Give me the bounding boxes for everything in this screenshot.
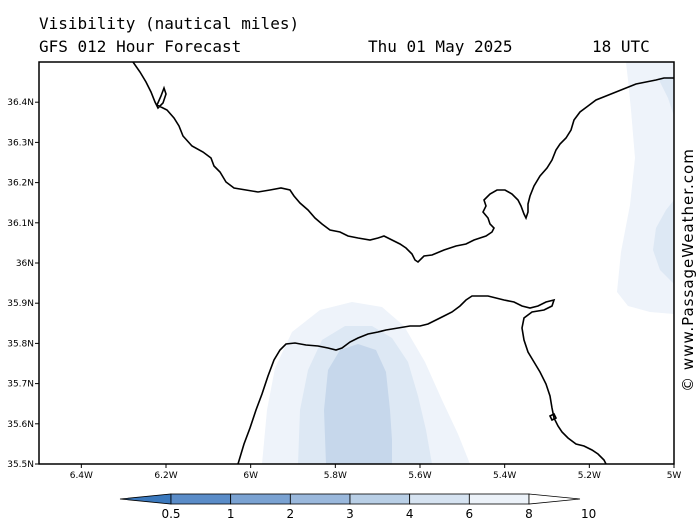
lat-tick-label: 35.6N <box>7 420 34 430</box>
lat-tick-label: 35.5N <box>7 460 34 470</box>
colorbar-label: 3 <box>346 507 354 521</box>
colorbar-swatch <box>468 493 530 505</box>
lon-tick-label: 6.4W <box>70 471 93 481</box>
colorbar-label: 6 <box>466 507 474 521</box>
longitude-axis: 6.4W 6.2W 6W 5.8W 5.6W 5.4W 5.2W 5W <box>70 464 682 481</box>
lat-tick-label: 36.1N <box>7 219 34 229</box>
visibility-zone-south-inner <box>324 344 392 464</box>
lat-tick-label: 36.3N <box>7 138 34 148</box>
coastline-morocco-headland <box>548 412 558 422</box>
colorbar-swatch <box>170 493 232 505</box>
latitude-axis: 36.4N 36.3N 36.2N 36.1N 36N 35.9N 35.8N 35.7N 35… <box>7 98 39 470</box>
colorbar-low-extension <box>119 493 172 505</box>
colorbar-swatch <box>409 493 470 505</box>
lat-tick-label: 36N <box>16 259 34 269</box>
lon-tick-label: 5.8W <box>324 471 347 481</box>
lat-tick-label: 36.2N <box>7 179 34 189</box>
site-watermark: © www.PassageWeather.com <box>679 148 697 392</box>
lat-tick-label: 35.9N <box>7 299 34 309</box>
forecast-subtitle: GFS 012 Hour Forecast <box>39 37 242 56</box>
lon-tick-label: 5.6W <box>408 471 431 481</box>
lon-tick-label: 5.2W <box>578 471 601 481</box>
lat-tick-label: 36.4N <box>7 98 34 108</box>
colorbar-label: 8 <box>525 507 533 521</box>
visibility-zone-right-outer <box>617 62 674 314</box>
colorbar-label: 4 <box>406 507 414 521</box>
lon-tick-label: 5.4W <box>493 471 516 481</box>
lon-tick-label: 6W <box>243 471 258 481</box>
visibility-zone-right-inner <box>653 200 674 284</box>
lon-tick-label: 6.2W <box>154 471 177 481</box>
visibility-zone-right-top <box>658 76 674 116</box>
colorbar-label: 1 <box>227 507 235 521</box>
colorbar-label: 10 <box>581 507 596 521</box>
forecast-date: Thu 01 May 2025 <box>368 37 513 56</box>
coastline-spain <box>132 62 674 264</box>
lon-tick-label: 5W <box>667 471 682 481</box>
map-title: Visibility (nautical miles) <box>39 14 300 33</box>
coastline-morocco <box>237 295 607 464</box>
lat-tick-label: 35.7N <box>7 380 34 390</box>
visibility-colorbar: 0.5 1 2 3 4 6 8 10 <box>119 493 596 521</box>
colorbar-label: 0.5 <box>161 507 180 521</box>
visibility-shading <box>262 62 674 464</box>
lat-tick-label: 35.8N <box>7 339 34 349</box>
forecast-time: 18 UTC <box>592 37 650 56</box>
colorbar-swatch <box>289 493 351 505</box>
coastline <box>132 62 674 464</box>
colorbar-swatch <box>230 493 291 505</box>
colorbar-label: 2 <box>287 507 295 521</box>
colorbar-swatch <box>349 493 411 505</box>
colorbar-high-extension <box>528 493 581 505</box>
